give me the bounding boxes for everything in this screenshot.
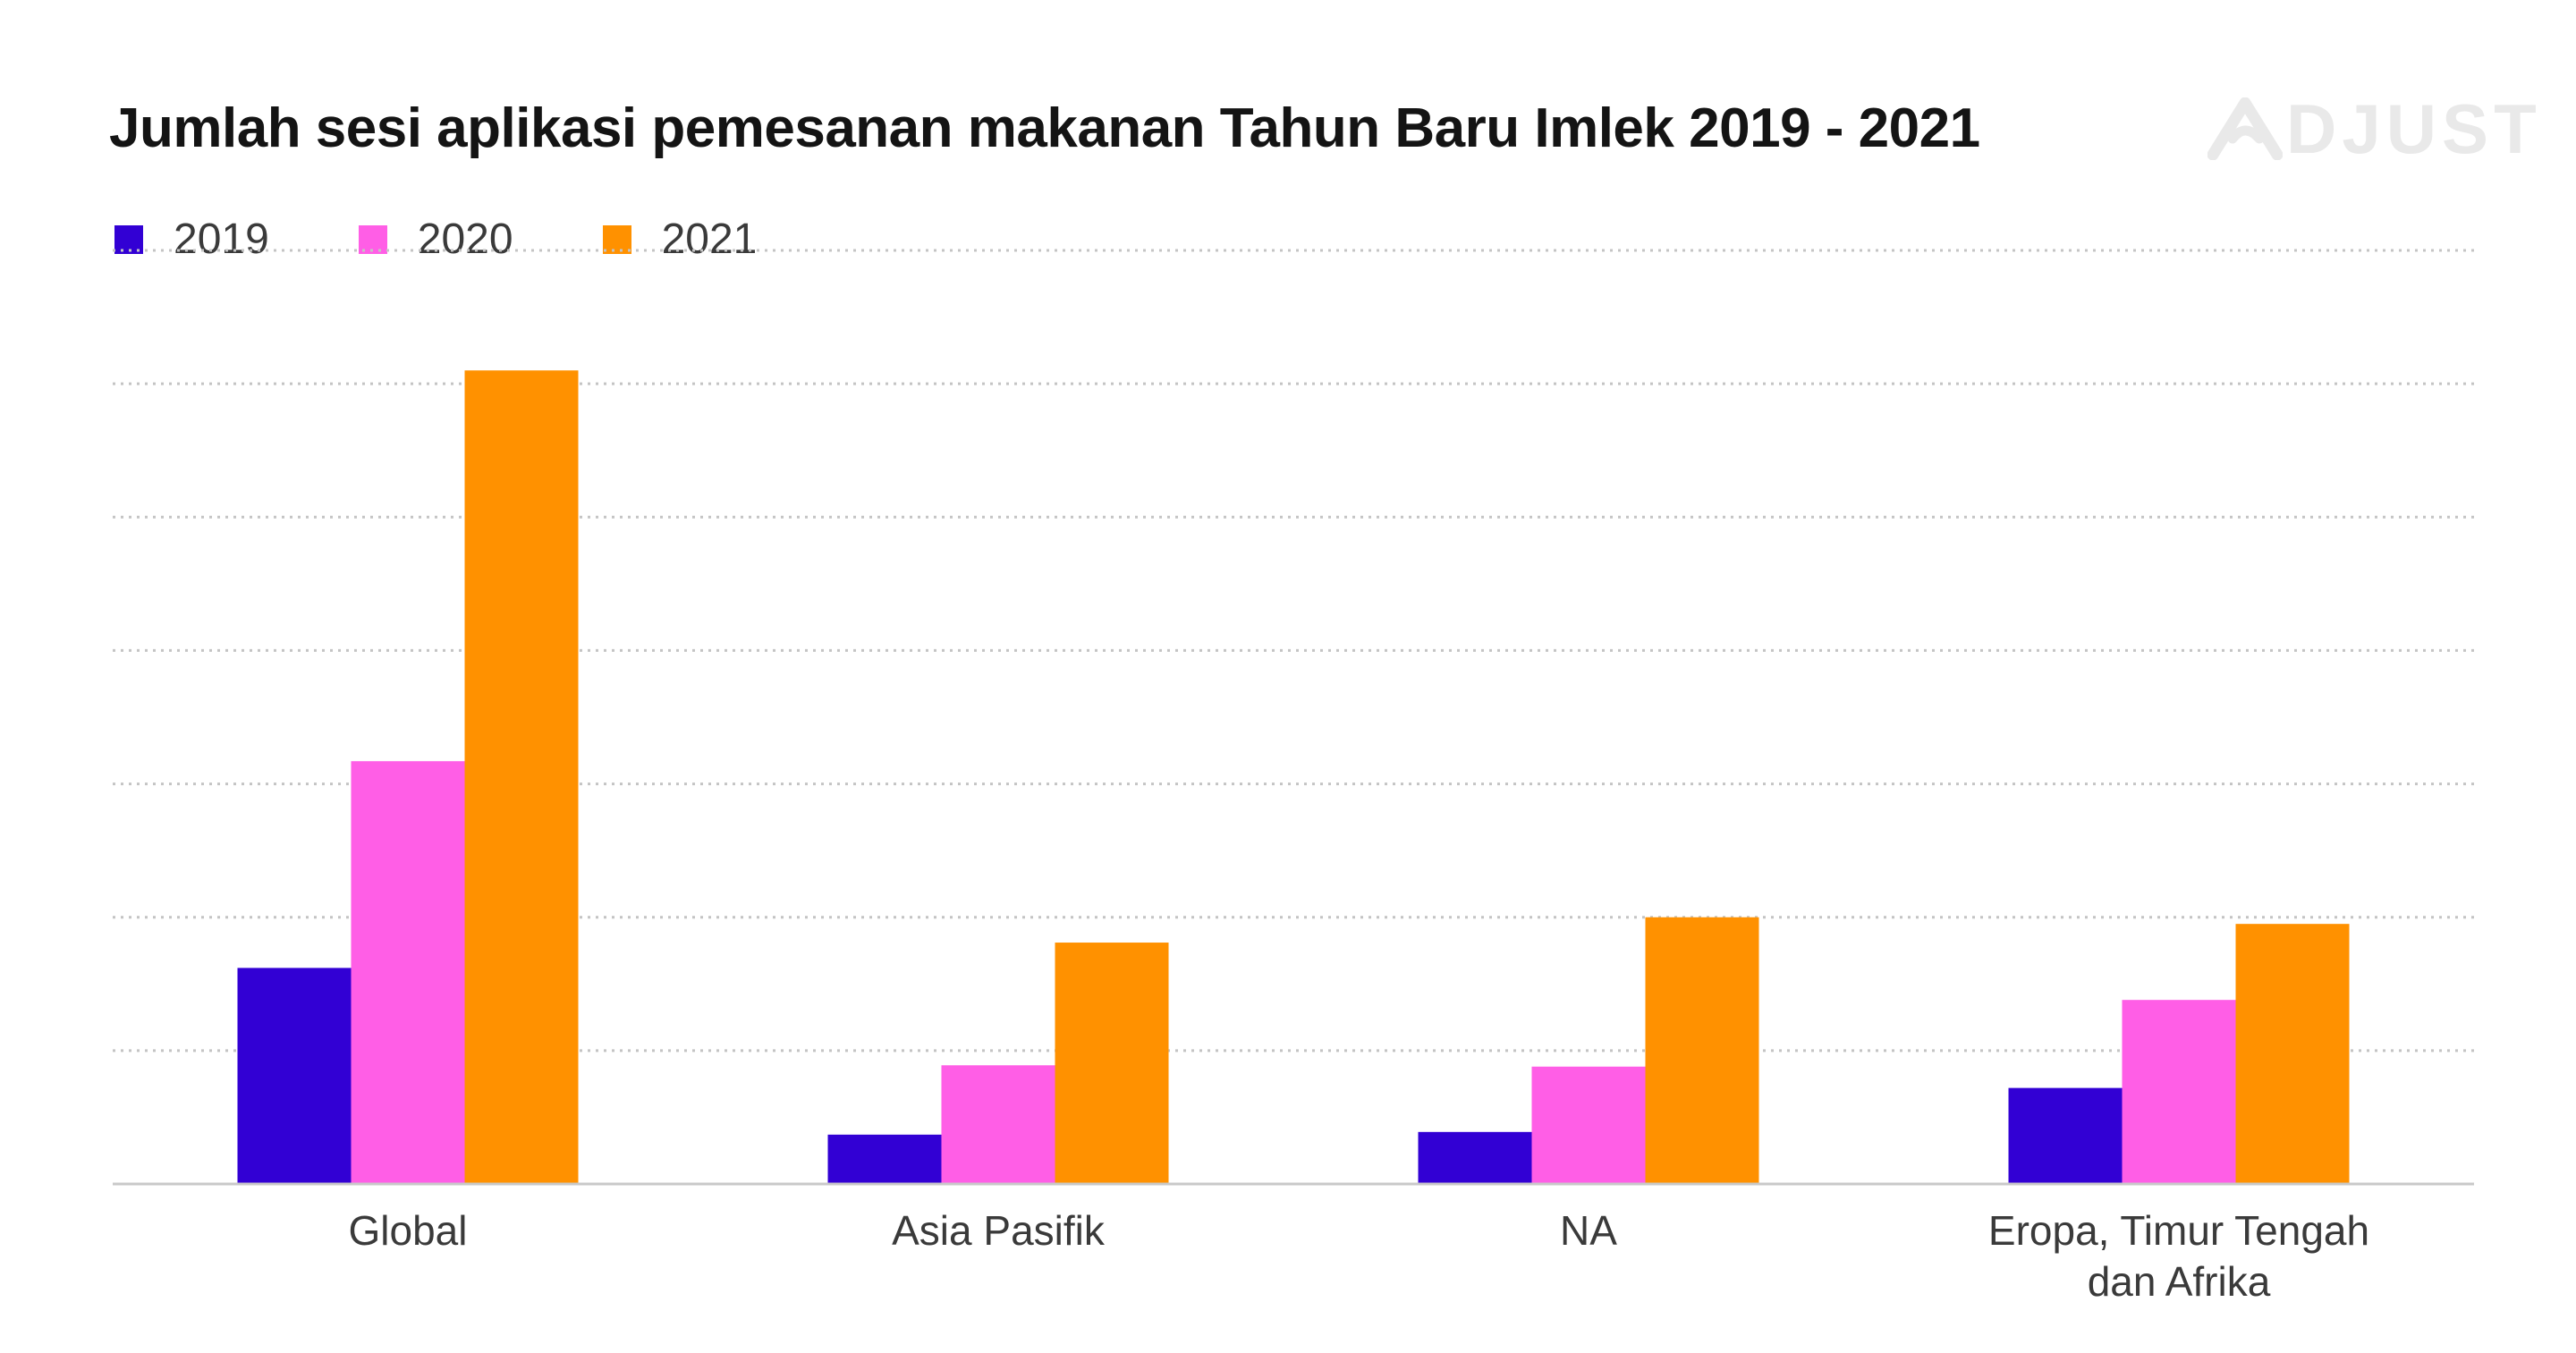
bar-2020-asia-pasifik: [941, 1065, 1055, 1184]
legend-item-2021: 2021: [602, 215, 758, 264]
bar-2020-eropa-timur-tengah-dan-afrika: [2122, 1000, 2236, 1184]
bar-2019-na: [1418, 1131, 1532, 1184]
bar-2019-eropa-timur-tengah-dan-afrika: [2008, 1087, 2123, 1184]
bar-2019-global: [237, 968, 352, 1184]
bar-2021-eropa-timur-tengah-dan-afrika: [2235, 924, 2350, 1184]
x-tick-labels: Global Asia Pasifik NA Eropa, Timur Tengah d…: [349, 1207, 2370, 1305]
x-tick-label-line: NA: [1560, 1207, 1617, 1254]
legend-item-2020: 2020: [358, 215, 513, 264]
legend-label-2020: 2020: [417, 216, 513, 263]
legend-item-2019: 2019: [114, 215, 269, 264]
legend-swatch-2020: [358, 224, 387, 254]
x-tick-label: Eropa, Timur Tengah dan Afrika: [1988, 1207, 2369, 1305]
x-tick-label-line: Eropa, Timur Tengah: [1988, 1207, 2369, 1254]
x-tick-label: Global: [349, 1207, 468, 1254]
bar-2021-na: [1645, 917, 1759, 1184]
x-tick-label: Asia Pasifik: [892, 1207, 1106, 1254]
bar-2021-asia-pasifik: [1055, 943, 1169, 1184]
legend: 2019 2020 2021: [114, 215, 846, 264]
x-tick-label-line: Global: [349, 1207, 468, 1254]
x-tick-label-line: dan Afrika: [2088, 1258, 2271, 1305]
adjust-a-logo-icon: [2207, 97, 2283, 160]
legend-label-2019: 2019: [174, 216, 269, 263]
x-tick-label: NA: [1560, 1207, 1617, 1254]
legend-label-2021: 2021: [661, 216, 758, 263]
legend-swatch-2019: [114, 224, 143, 254]
chart-title: Jumlah sesi aplikasi pemesanan makanan T…: [109, 97, 1980, 159]
bar-2020-na: [1531, 1066, 1646, 1184]
legend-swatch-2021: [602, 224, 631, 254]
bars: [237, 370, 2350, 1184]
logo-wordmark: DJUST: [2286, 89, 2542, 168]
bar-2019-asia-pasifik: [827, 1134, 942, 1184]
adjust-logo: DJUST: [2207, 89, 2542, 168]
bar-2020-global: [351, 761, 465, 1184]
bar-2021-global: [464, 370, 579, 1184]
x-tick-label-line: Asia Pasifik: [892, 1207, 1106, 1254]
